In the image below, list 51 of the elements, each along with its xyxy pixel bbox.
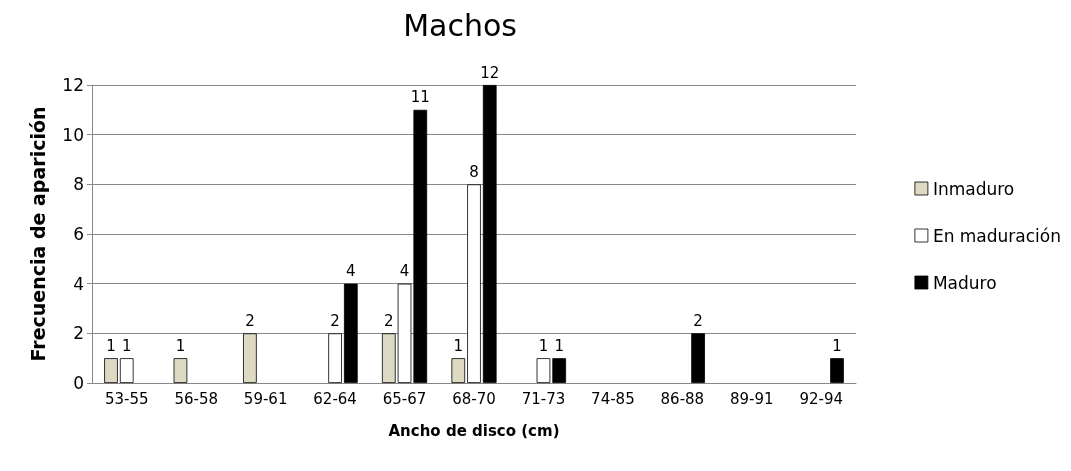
bar (119, 358, 134, 383)
x-tick-label: 53-55 (104, 389, 149, 408)
bar (173, 358, 188, 383)
x-tick-label: 71-73 (521, 389, 566, 408)
data-label: 1 (106, 336, 116, 355)
legend-label: Maduro (932, 272, 997, 293)
y-tick-label: 2 (73, 323, 84, 344)
legend-label: En maduración (932, 225, 1062, 246)
x-tick-label: 59-61 (243, 389, 288, 408)
x-tick-label: 89-91 (730, 389, 774, 408)
data-label: 1 (453, 336, 464, 355)
y-tick-label: 0 (73, 373, 84, 393)
data-label: 2 (384, 311, 394, 330)
x-axis-title: Ancho de disco (cm) (388, 421, 560, 440)
x-tick-label: 62-64 (313, 389, 357, 408)
data-label: 1 (538, 336, 549, 355)
bar (243, 333, 257, 383)
bar (830, 358, 844, 383)
data-label: 8 (469, 162, 479, 181)
bar (482, 85, 497, 383)
bar (691, 333, 705, 383)
x-tick-label: 68-70 (452, 389, 496, 408)
x-tick-label: 74-85 (591, 389, 635, 408)
y-axis-title: Frecuencia de aparición (26, 106, 49, 362)
y-tick-label: 8 (73, 174, 84, 195)
bar (343, 283, 358, 383)
data-label: 1 (554, 336, 564, 355)
bar (104, 358, 118, 383)
chart-title: Machos (403, 7, 517, 43)
data-label: 1 (175, 336, 186, 355)
x-tick-label: 65-67 (382, 389, 427, 408)
x-tick-label: 86-88 (660, 389, 705, 408)
bar (328, 333, 342, 383)
data-label: 4 (346, 262, 356, 281)
y-tick-label: 6 (73, 224, 84, 244)
data-label: 2 (245, 311, 255, 330)
bar (451, 358, 466, 383)
bar (467, 184, 481, 383)
x-tick-label: 56-58 (174, 389, 218, 408)
y-tick-label: 12 (62, 75, 84, 95)
data-label: 1 (121, 336, 132, 355)
data-label: 2 (693, 311, 703, 330)
y-tick-label: 10 (62, 124, 84, 145)
data-label: 12 (480, 63, 500, 82)
y-tick-label: 4 (73, 273, 84, 294)
data-label: 4 (399, 262, 410, 281)
data-label: 2 (330, 311, 340, 330)
legend-label: Inmaduro (932, 178, 1015, 199)
x-tick-label: 92-94 (799, 389, 844, 408)
data-label: 1 (832, 336, 842, 355)
data-label: 11 (410, 88, 430, 107)
